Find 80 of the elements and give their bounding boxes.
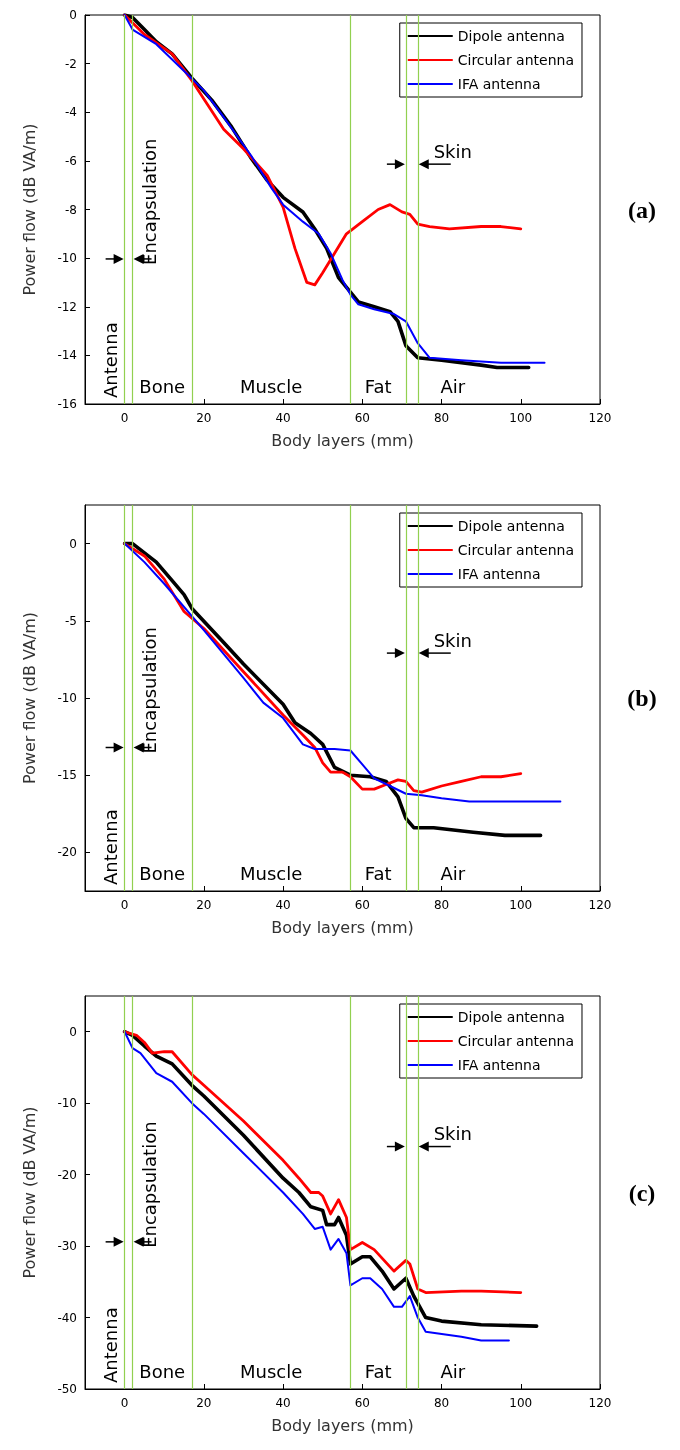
y-tick-label: -6 [65,153,77,168]
annotation: Encapsulation [139,138,161,265]
legend-label: IFA antenna [457,1057,541,1073]
y-tick-label: -16 [57,397,77,411]
annotation: Antenna [100,809,122,885]
text: (b) [627,685,657,711]
y-tick-label: -40 [57,1310,77,1325]
x-tick-label: 120 [588,411,612,425]
legend-label: Dipole antenna [457,1009,565,1025]
text: (c) [628,1179,656,1206]
y-axis-title: Power flow (dB VA/m) [19,611,39,785]
x-axis-title: Body layers (mm) [271,430,414,450]
annotation: Bone [139,375,186,397]
legend-label: Dipole antenna [457,28,565,44]
x-tick-label: 120 [588,1396,612,1410]
annotation: Antenna [100,1307,122,1383]
annotation: Bone [139,862,186,884]
x-tick-label: 100 [509,411,533,425]
annotation: Skin [433,629,472,651]
legend-label: Circular antenna [457,52,575,68]
y-tick-label: -12 [57,299,77,314]
x-tick-label: 60 [354,898,370,912]
x-tick-label: 120 [588,898,612,912]
x-tick-label: 60 [354,1396,370,1410]
annotation: Fat [364,375,392,397]
x-tick-label: 20 [196,1396,212,1410]
x-tick-label: 80 [433,898,450,912]
annotation: Encapsulation [139,1121,161,1248]
annotation: Muscle [240,862,303,884]
y-tick-label: -5 [65,613,77,628]
x-tick-label: 0 [120,1396,129,1410]
x-tick-label: 100 [509,898,533,912]
y-tick-label: -2 [65,56,77,71]
y-tick-label: 0 [69,8,77,22]
y-axis-title: Power flow (dB VA/m) [19,123,39,296]
legend-label: IFA antenna [457,76,541,92]
annotation: Fat [364,1360,392,1382]
y-tick-label: -4 [65,105,77,120]
y-tick-label: -15 [57,768,77,783]
x-tick-label: 20 [196,411,212,425]
y-tick-label: 0 [69,1024,77,1039]
x-tick-label: 0 [120,411,129,425]
annotation: Bone [139,1360,186,1382]
legend-label: Circular antenna [457,542,575,558]
legend-label: Dipole antenna [457,518,565,534]
x-tick-label: 20 [196,898,212,912]
annotation: Muscle [240,375,303,397]
x-tick-label: 40 [275,1396,291,1410]
y-axis-title: Power flow (dB VA/m) [19,1106,39,1279]
y-tick-label: 0 [69,536,77,551]
annotation: Skin [433,140,472,162]
y-tick-label: -10 [57,251,77,266]
x-tick-label: 40 [275,898,291,912]
annotation: Fat [364,862,392,884]
x-tick-label: 40 [275,411,291,425]
y-tick-label: -30 [57,1239,77,1254]
x-tick-label: 100 [509,1396,533,1410]
x-axis-title: Body layers (mm) [271,1415,414,1435]
annotation: Air [440,375,466,397]
y-tick-label: -8 [65,202,77,217]
x-tick-label: 80 [433,411,450,425]
legend-label: Circular antenna [457,1033,575,1049]
y-tick-label: -20 [57,845,77,860]
x-axis-title: Body layers (mm) [271,917,414,937]
annotation: Muscle [240,1360,303,1382]
x-tick-label: 60 [354,411,370,425]
annotation: Air [440,862,466,884]
y-tick-label: -20 [57,1167,77,1182]
annotation: Encapsulation [139,627,161,754]
text: (a) [628,196,656,223]
annotation: Skin [433,1123,472,1145]
x-tick-label: 0 [120,898,129,912]
x-tick-label: 80 [433,1396,450,1410]
annotation: Antenna [100,322,122,398]
y-tick-label: -50 [57,1382,77,1396]
y-tick-label: -10 [57,1096,77,1111]
legend-label: IFA antenna [457,566,541,582]
y-tick-label: -10 [57,691,77,705]
annotation: Air [440,1360,466,1382]
y-tick-label: -14 [57,348,77,363]
